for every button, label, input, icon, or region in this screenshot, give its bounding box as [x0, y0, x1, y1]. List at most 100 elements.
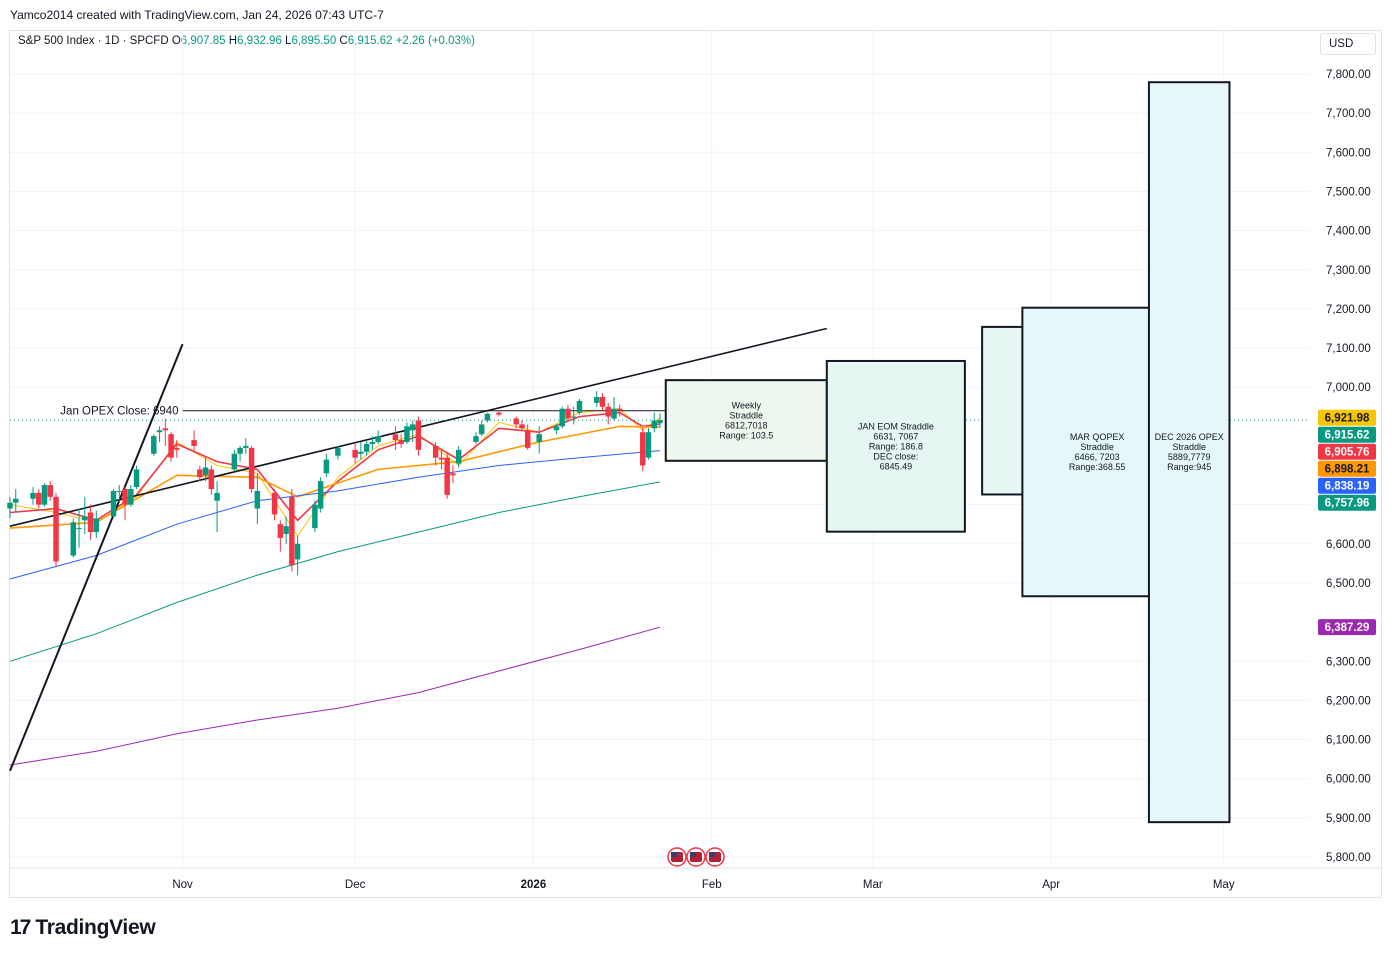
candle-body[interactable]: [294, 543, 301, 560]
symbol-legend[interactable]: S&P 500 Index · 1D · SPCFD O6,907.85 H6,…: [18, 35, 475, 47]
candle-body[interactable]: [617, 408, 623, 411]
candle-body[interactable]: [93, 518, 100, 533]
candle-body[interactable]: [156, 430, 163, 433]
x-tick-label: Feb: [702, 879, 722, 891]
candle-body[interactable]: [375, 436, 381, 443]
candle-body[interactable]: [438, 457, 445, 460]
candle-body[interactable]: [553, 426, 560, 431]
candle-body[interactable]: [202, 467, 209, 476]
candle-body[interactable]: [415, 420, 422, 450]
trendline[interactable]: [9, 343, 184, 772]
candle-body[interactable]: [237, 447, 243, 454]
candle-body[interactable]: [599, 396, 606, 407]
candle-body[interactable]: [174, 447, 180, 450]
candle-body[interactable]: [513, 418, 519, 425]
price-tag: [1318, 494, 1376, 511]
candle-body[interactable]: [162, 428, 169, 431]
candle-body[interactable]: [450, 473, 456, 476]
candle-body[interactable]: [7, 502, 13, 509]
candle-body[interactable]: [484, 413, 491, 421]
candle-body[interactable]: [392, 434, 399, 441]
candle-body[interactable]: [524, 430, 531, 448]
x-tick-label: May: [1213, 879, 1235, 891]
tradingview-brand[interactable]: 17 TradingView: [10, 916, 156, 940]
candle-body[interactable]: [409, 424, 416, 431]
currency-selector[interactable]: USD: [1320, 33, 1376, 55]
candle-body[interactable]: [168, 434, 174, 458]
candle-body[interactable]: [197, 469, 203, 478]
straddle-box[interactable]: [1147, 81, 1231, 824]
candle-body[interactable]: [651, 420, 657, 429]
straddle-box-label: DEC 2026 OPEX: [1155, 432, 1224, 442]
candle-body[interactable]: [317, 481, 324, 509]
candle-body[interactable]: [335, 447, 341, 456]
candle-body[interactable]: [352, 449, 358, 458]
candle-body[interactable]: [593, 396, 600, 403]
candle-body[interactable]: [191, 440, 197, 446]
candle-body[interactable]: [478, 424, 485, 435]
price-tag: [1318, 460, 1376, 477]
event-flag-canton: [690, 852, 696, 857]
candle-body[interactable]: [41, 485, 48, 505]
candle-body[interactable]: [53, 496, 59, 562]
straddle-box-label: 6631, 7067: [873, 431, 918, 441]
straddle-box-label: 6466, 7203: [1075, 452, 1120, 462]
candle-body[interactable]: [283, 526, 289, 535]
candle-body[interactable]: [611, 408, 617, 419]
candle-body[interactable]: [559, 408, 565, 427]
candle-body[interactable]: [231, 453, 238, 470]
candle-body[interactable]: [271, 492, 278, 515]
candle-body[interactable]: [312, 504, 318, 529]
candle-body[interactable]: [473, 436, 479, 443]
candle-body[interactable]: [243, 445, 249, 448]
candle-body[interactable]: [565, 408, 571, 419]
x-tick-label: Dec: [345, 879, 366, 891]
candle-body[interactable]: [36, 492, 42, 505]
candle-body[interactable]: [133, 469, 140, 488]
x-tick-label: Nov: [172, 879, 193, 891]
candle-body[interactable]: [248, 447, 255, 489]
candle-body[interactable]: [70, 522, 77, 556]
moving-average-line: [9, 425, 661, 529]
candle-body[interactable]: [605, 406, 611, 417]
candle-body[interactable]: [645, 432, 652, 458]
candle-body[interactable]: [13, 498, 19, 503]
candle-body[interactable]: [496, 412, 502, 415]
candle-body[interactable]: [151, 436, 157, 454]
candle-body[interactable]: [128, 488, 134, 505]
candle-body[interactable]: [277, 524, 284, 538]
x-tick-label: 2026: [521, 879, 547, 891]
candle-body[interactable]: [576, 400, 583, 413]
candle-body[interactable]: [289, 496, 295, 566]
candle-body[interactable]: [404, 426, 410, 443]
candle-body[interactable]: [444, 457, 450, 495]
candle-body[interactable]: [208, 469, 215, 489]
candle-body[interactable]: [76, 528, 82, 530]
candle-body[interactable]: [30, 492, 36, 499]
candle-body[interactable]: [398, 440, 404, 444]
straddle-box[interactable]: [664, 379, 828, 462]
candle-body[interactable]: [110, 490, 117, 517]
candle-body[interactable]: [358, 451, 364, 454]
candle-body[interactable]: [214, 492, 220, 501]
candle-body[interactable]: [640, 432, 646, 466]
candle-body[interactable]: [82, 516, 88, 521]
candle-body[interactable]: [432, 445, 439, 458]
candle-body[interactable]: [363, 443, 370, 452]
candle-body[interactable]: [122, 488, 128, 505]
candle-body[interactable]: [570, 416, 577, 418]
candle-body[interactable]: [519, 424, 525, 429]
candle-body[interactable]: [87, 512, 94, 533]
candle-body[interactable]: [657, 420, 663, 424]
y-tick-label: 5,800.00: [1326, 852, 1371, 864]
candle-body[interactable]: [455, 449, 462, 464]
candle-body[interactable]: [323, 459, 330, 474]
candle-body[interactable]: [254, 490, 261, 509]
candle-body[interactable]: [536, 434, 542, 443]
straddle-box-label: Range:945: [1167, 462, 1211, 472]
straddle-box[interactable]: [825, 359, 966, 533]
candle-body[interactable]: [47, 485, 53, 497]
candle-body[interactable]: [116, 490, 123, 492]
candle-body[interactable]: [369, 442, 376, 444]
